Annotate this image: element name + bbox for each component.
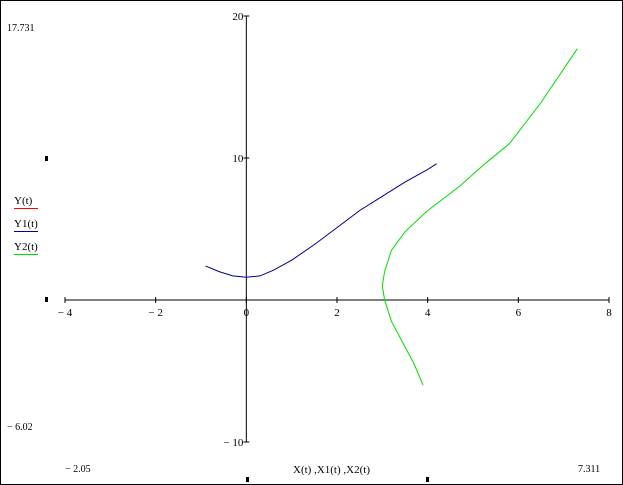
y-range-marker-top bbox=[45, 156, 48, 161]
series-layer bbox=[205, 48, 578, 386]
y-tick-label: − 10 bbox=[223, 437, 243, 449]
legend-item: Y1(t) bbox=[14, 218, 40, 232]
x-tick-label: 4 bbox=[425, 307, 431, 319]
x-tick-label: 0 bbox=[244, 307, 250, 319]
y-tick-label: 20 bbox=[232, 11, 244, 23]
legend-swatch bbox=[14, 231, 38, 232]
y-max-label: 17.731 bbox=[7, 23, 35, 34]
x-tick-label: − 4 bbox=[58, 307, 73, 319]
legend-label: Y2(t) bbox=[14, 241, 38, 253]
series-line-y1t bbox=[205, 163, 437, 278]
legend-label: Y1(t) bbox=[14, 218, 38, 230]
y-min-label: − 6.02 bbox=[7, 422, 33, 433]
legend-label: Y(t) bbox=[14, 195, 33, 207]
tick-layer: − 4 − 2 0 2 4 6 8 − 10 10 20 bbox=[58, 11, 612, 449]
x-axis-title: X(t) ,X1(t) ,X2(t) bbox=[293, 464, 370, 476]
x-tick-label: 6 bbox=[516, 307, 522, 319]
axes bbox=[65, 16, 609, 442]
y-range-marker-bottom bbox=[45, 297, 48, 302]
series-line-y2t bbox=[381, 48, 578, 386]
x-range-marker-right bbox=[426, 477, 429, 482]
legend-item: Y(t) bbox=[14, 195, 40, 209]
legend-swatch bbox=[14, 254, 38, 255]
x-min-label: − 2.05 bbox=[65, 464, 91, 475]
x-max-label: 7.311 bbox=[578, 464, 601, 475]
legend-swatch bbox=[14, 208, 38, 209]
legend-item: Y2(t) bbox=[14, 241, 40, 255]
y-tick-label: 10 bbox=[232, 153, 244, 165]
x-range-marker-left bbox=[246, 477, 249, 482]
x-tick-label: − 2 bbox=[148, 307, 162, 319]
x-tick-label: 2 bbox=[334, 307, 340, 319]
x-tick-label: 8 bbox=[606, 307, 612, 319]
